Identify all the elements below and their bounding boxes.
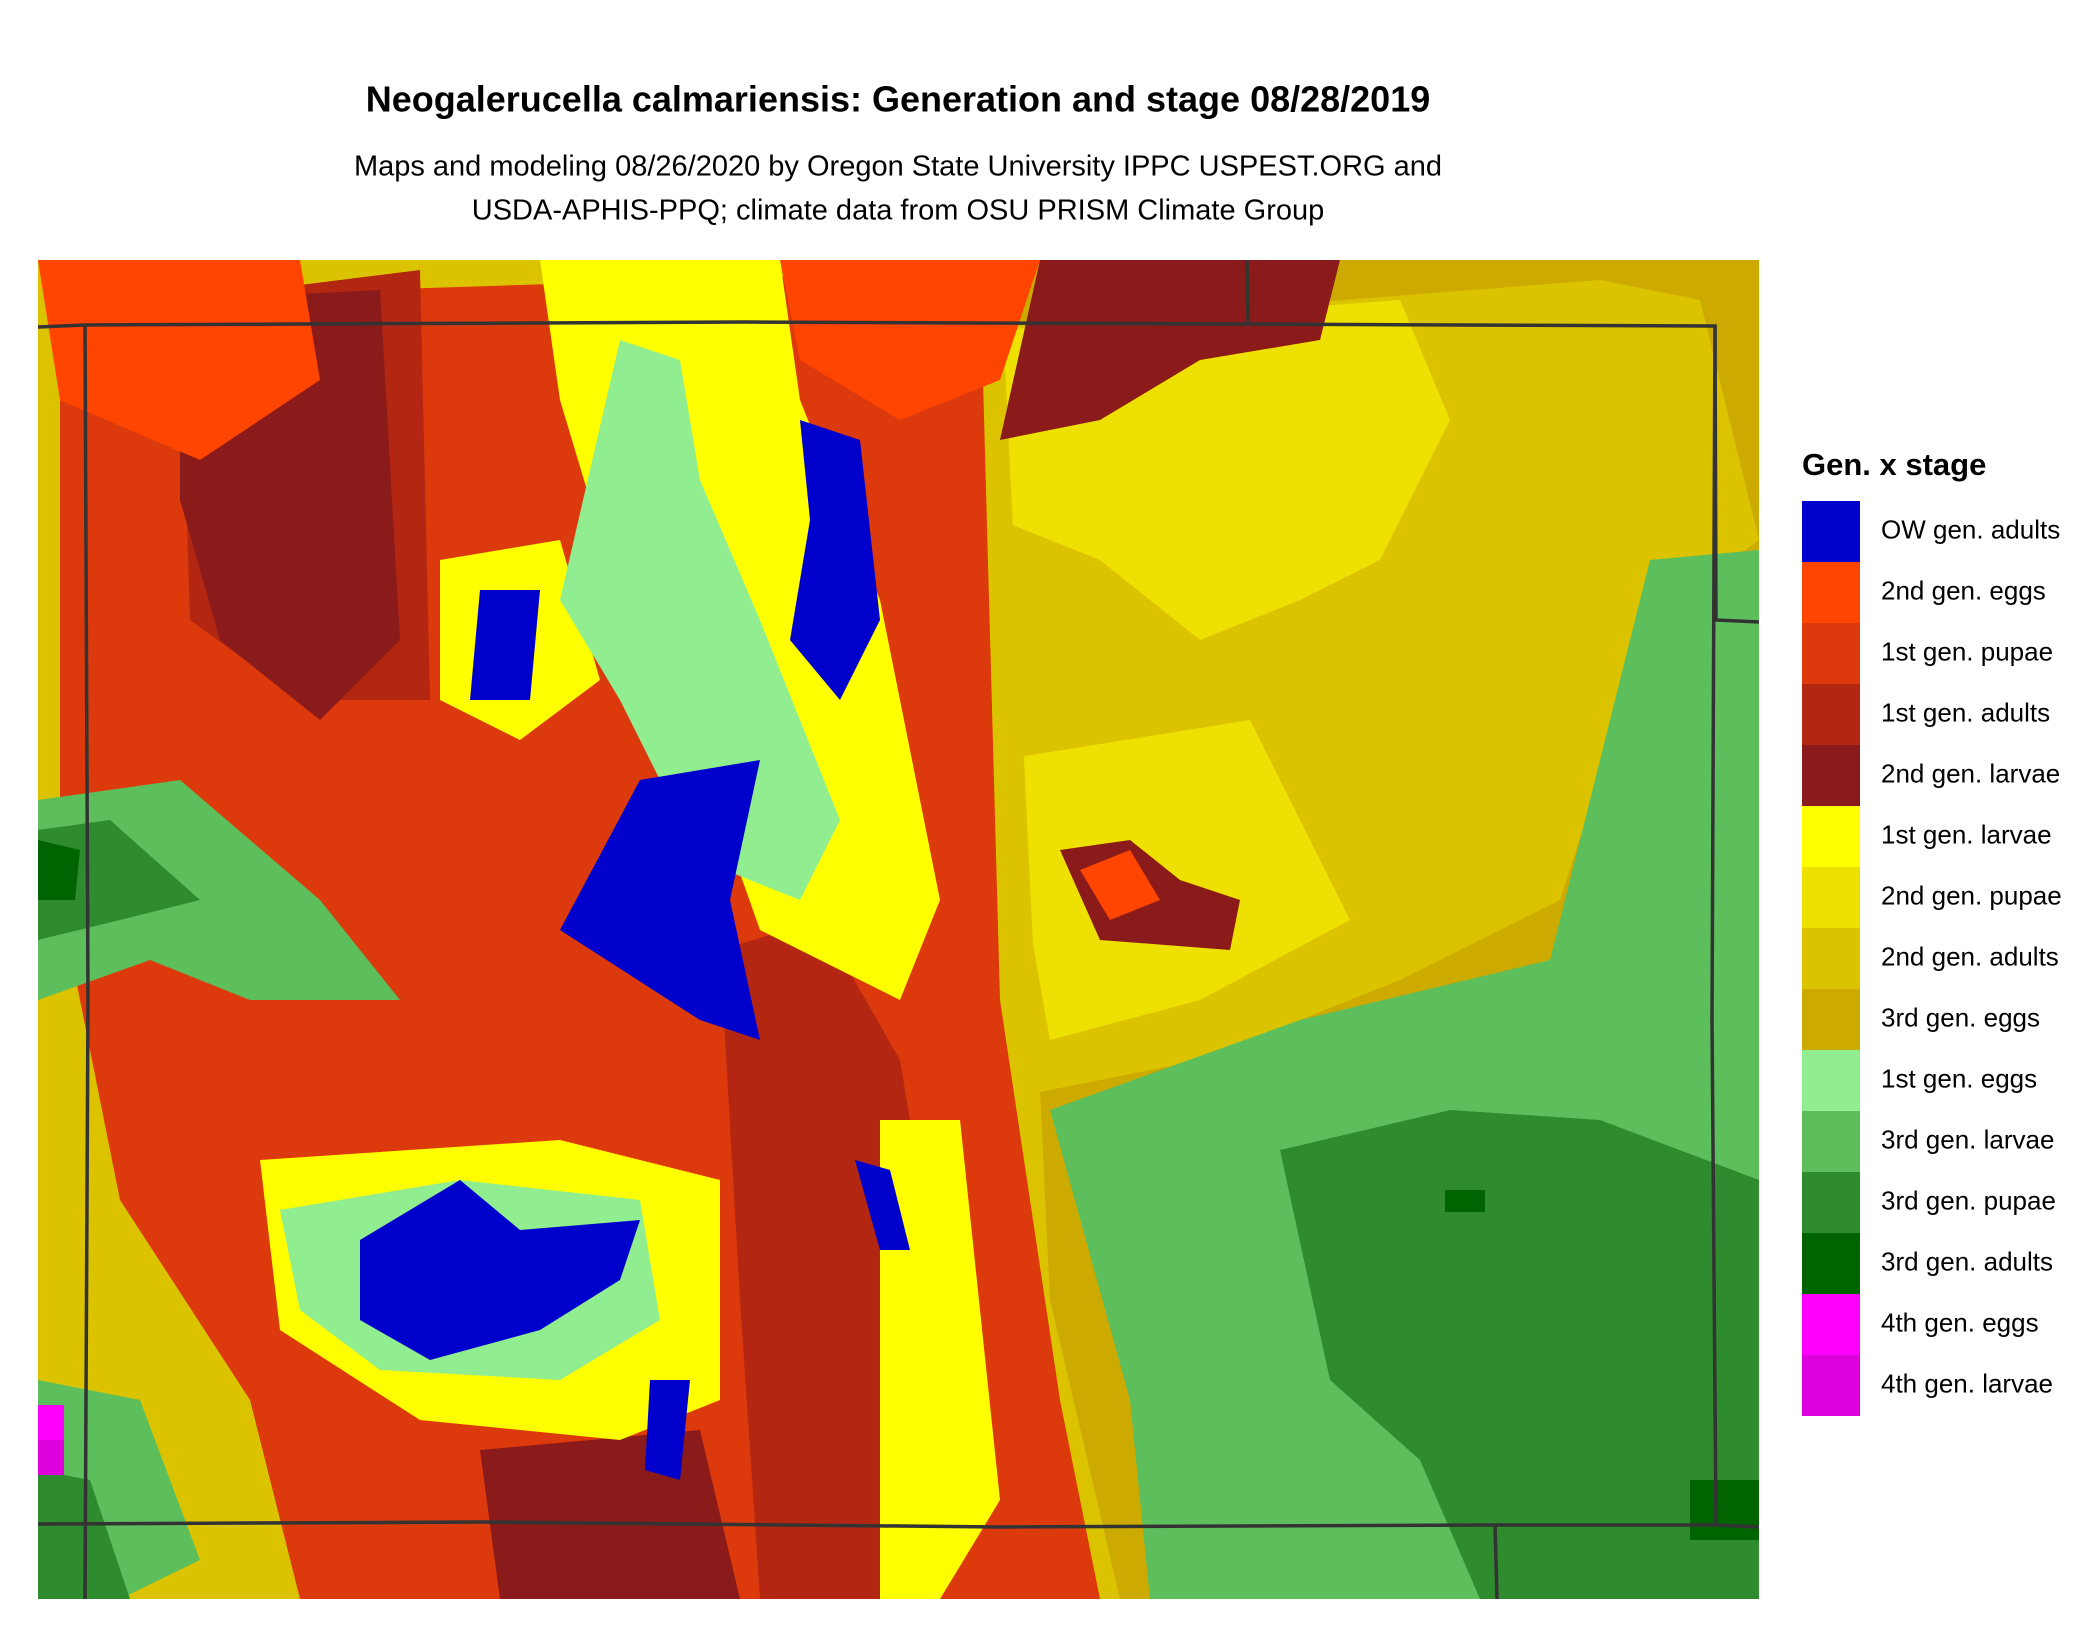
border-line bbox=[1245, 259, 1250, 323]
map-region bbox=[1000, 260, 1340, 440]
border-line bbox=[1710, 325, 1760, 1529]
legend-label: 2nd gen. adults bbox=[1881, 941, 2059, 971]
map-region bbox=[880, 1120, 1000, 1599]
border-line bbox=[37, 320, 1760, 624]
legend-label: OW gen. adults bbox=[1881, 514, 2060, 544]
map-region bbox=[38, 1440, 64, 1475]
legend-label: 2nd gen. larvae bbox=[1881, 758, 2060, 788]
map-region bbox=[560, 760, 760, 1040]
map-region bbox=[560, 340, 840, 900]
map-region bbox=[1080, 850, 1160, 920]
map-region bbox=[645, 1380, 690, 1480]
legend-swatch bbox=[1802, 867, 1860, 928]
legend-swatch bbox=[1802, 501, 1860, 562]
legend-swatch bbox=[1802, 684, 1860, 745]
subtitle: Maps and modeling 08/26/2020 by Oregon S… bbox=[354, 151, 1442, 183]
map-region bbox=[38, 780, 400, 1000]
map-region bbox=[480, 1430, 740, 1599]
map-region bbox=[1690, 1480, 1759, 1540]
map-region bbox=[38, 840, 80, 900]
legend-swatch bbox=[1802, 745, 1860, 806]
legend-label: 1st gen. larvae bbox=[1881, 819, 2052, 849]
legend-label: 3rd gen. larvae bbox=[1881, 1124, 2054, 1154]
map-region bbox=[780, 260, 1040, 420]
border-line bbox=[83, 324, 90, 1600]
legend-swatch bbox=[1802, 989, 1860, 1050]
subtitle: USDA-APHIS-PPQ; climate data from OSU PR… bbox=[472, 195, 1325, 227]
map-region bbox=[360, 1180, 640, 1360]
legend-swatch bbox=[1802, 806, 1860, 867]
legend-swatch bbox=[1802, 1233, 1860, 1294]
legend-label: 1st gen. pupae bbox=[1881, 636, 2053, 666]
legend-label: 4th gen. eggs bbox=[1881, 1307, 2039, 1337]
map-region bbox=[470, 590, 540, 700]
legend-swatch bbox=[1802, 928, 1860, 989]
title: Neogalerucella calmariensis: Generation … bbox=[366, 79, 1431, 120]
map-region bbox=[38, 260, 320, 460]
map-region bbox=[790, 420, 880, 700]
legend-swatch bbox=[1802, 1111, 1860, 1172]
legend-label: 3rd gen. pupae bbox=[1881, 1185, 2056, 1215]
legend-swatch bbox=[1802, 623, 1860, 684]
legend-label: 4th gen. larvae bbox=[1881, 1368, 2053, 1398]
state-borders bbox=[37, 259, 1760, 1600]
legend-label: 3rd gen. eggs bbox=[1881, 1002, 2040, 1032]
map-region bbox=[855, 1160, 910, 1250]
legend-swatch bbox=[1802, 1294, 1860, 1355]
legend-label: 1st gen. adults bbox=[1881, 697, 2050, 727]
legend-label: 2nd gen. pupae bbox=[1881, 880, 2062, 910]
map-region bbox=[1445, 1190, 1485, 1212]
legend-swatch bbox=[1802, 562, 1860, 623]
map-region bbox=[1280, 1110, 1759, 1599]
legend-swatch bbox=[1802, 1050, 1860, 1111]
map bbox=[38, 260, 1759, 1599]
legend-label: 1st gen. eggs bbox=[1881, 1063, 2037, 1093]
legend-swatch bbox=[1802, 1355, 1860, 1416]
legend-swatch bbox=[1802, 1172, 1860, 1233]
legend-title: Gen. x stage bbox=[1802, 447, 1986, 482]
border-line bbox=[37, 1520, 1716, 1529]
border-line bbox=[1493, 1524, 1499, 1600]
legend-label: 3rd gen. adults bbox=[1881, 1246, 2053, 1276]
legend: Gen. x stage OW gen. adults 2nd gen. eggs… bbox=[1802, 447, 2062, 1416]
legend-label: 2nd gen. eggs bbox=[1881, 575, 2046, 605]
